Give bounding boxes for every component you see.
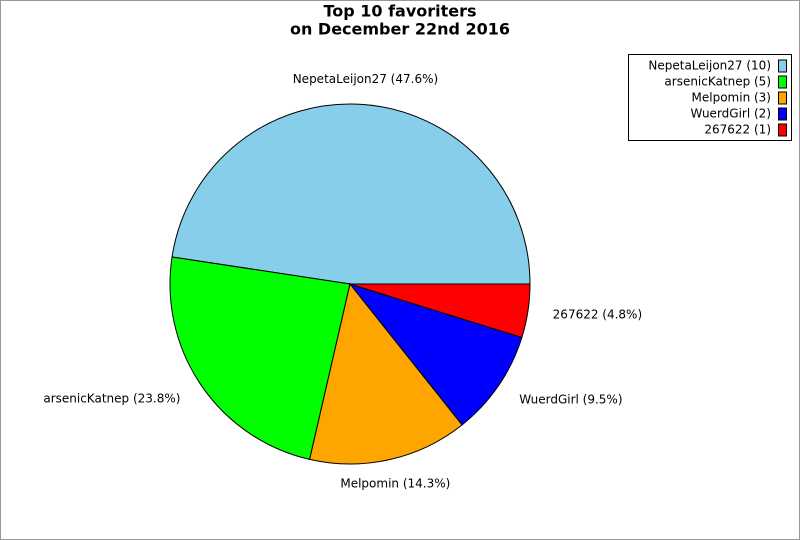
legend-swatch xyxy=(778,91,787,105)
pie-slice xyxy=(349,283,531,339)
legend-swatch xyxy=(778,59,787,73)
legend-label: Melpomin (3) xyxy=(692,91,771,105)
legend-label: arsenicKatnep (5) xyxy=(664,75,771,89)
pie-slice xyxy=(348,283,523,426)
legend-swatch xyxy=(778,123,787,137)
slice-label: 267622 (4.8%) xyxy=(553,307,642,321)
legend-box xyxy=(628,54,792,141)
slice-label: arsenicKatnep (23.8%) xyxy=(43,392,180,406)
legend-swatch xyxy=(778,75,787,89)
slice-label: NepetaLeijon27 (47.6%) xyxy=(293,72,438,86)
pie-slice xyxy=(169,256,351,461)
legend-label: 267622 (1) xyxy=(704,123,771,137)
chart-title: Top 10 favoriters xyxy=(323,2,476,21)
legend-label: WuerdGirl (2) xyxy=(691,107,771,121)
pie-slice xyxy=(171,103,531,285)
chart-title: on December 22nd 2016 xyxy=(290,20,510,39)
slice-label: WuerdGirl (9.5%) xyxy=(519,392,622,406)
slice-label: Melpomin (14.3%) xyxy=(340,476,450,490)
pie-slice xyxy=(309,282,463,465)
legend-swatch xyxy=(778,107,787,121)
legend-label: NepetaLeijon27 (10) xyxy=(648,59,771,73)
